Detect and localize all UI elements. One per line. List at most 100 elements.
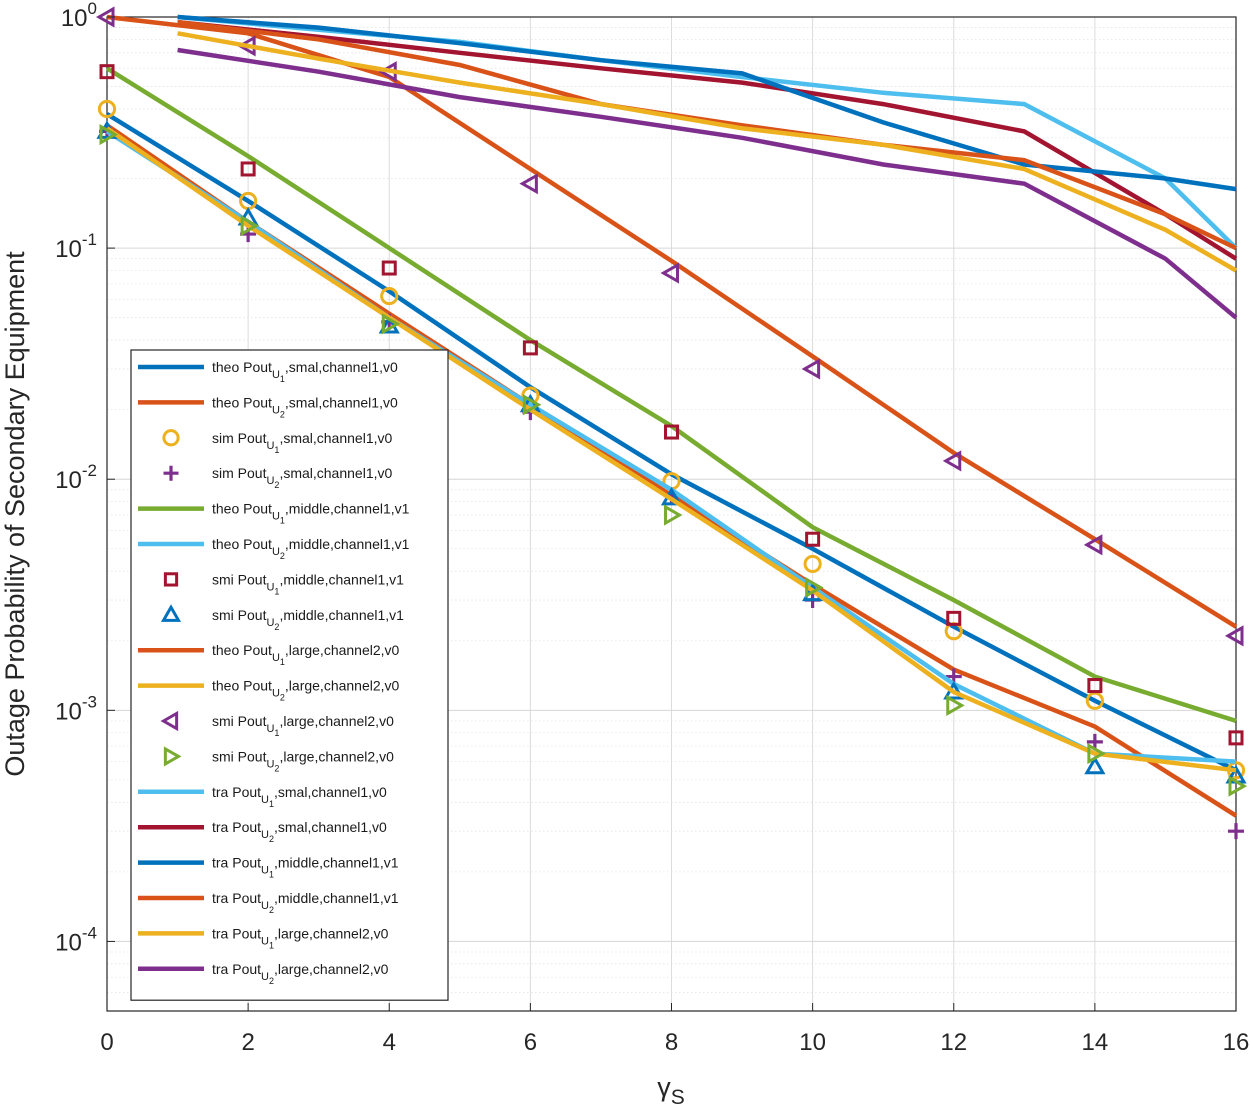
series-line (177, 31, 1238, 273)
data-point-triangle-left (160, 710, 179, 732)
data-point-square (1228, 730, 1244, 746)
data-point-square (99, 64, 115, 80)
data-point-circle (803, 554, 822, 574)
legend-entry: sim PoutU1,smal,channel1,v0 (162, 429, 392, 455)
legend-label: theo PoutU1,large,channel2,v0 (212, 642, 400, 667)
data-point-triangle-right (1087, 742, 1106, 765)
series-18 (177, 47, 1238, 320)
legend-label: sim PoutU1,smal,channel1,v0 (212, 430, 392, 455)
data-point-plus (163, 465, 179, 481)
tick-labels: 0 2 4 6 8 10 12 14 16 100 10-1 10-2 10-3 10-4 (55, 0, 1249, 1056)
legend-entry: theo PoutU2,large,channel2,v0 (138, 678, 400, 703)
series-line (177, 19, 1237, 251)
legend-label: theo PoutU2,smal,channel1,v0 (212, 394, 398, 419)
legend-entry: smi PoutU1,middle,channel1,v1 (163, 571, 404, 596)
x-tick-label: 2 (241, 1029, 254, 1056)
data-point-triangle-right (99, 123, 119, 146)
series-layer (95, 6, 1248, 840)
series-line (105, 126, 1237, 773)
series-14 (177, 19, 1238, 261)
legend-label: smi PoutU1,middle,channel1,v1 (212, 571, 404, 596)
data-point-triangle-left (1224, 625, 1244, 647)
legend-label: smi PoutU2,large,channel2,v0 (212, 748, 394, 773)
series-7 (99, 64, 1244, 746)
legend-entry: tra PoutU1,middle,channel1,v1 (138, 855, 399, 880)
data-point-square (163, 572, 179, 587)
data-point-triangle-right (522, 394, 542, 416)
legend-label: theo PoutU1,smal,channel1,v0 (212, 359, 398, 384)
y-tick-label: 10-2 (55, 461, 97, 494)
legend-label: tra PoutU2,smal,channel1,v0 (212, 819, 387, 844)
data-point-triangle-left (1083, 534, 1103, 556)
legend-label: tra PoutU2,large,channel2,v0 (212, 961, 389, 986)
series-line (177, 14, 1237, 192)
legend-label: theo PoutU2,middle,channel1,v1 (212, 536, 410, 561)
data-point-triangle-right (240, 215, 260, 237)
legend-entry: tra PoutU2,large,channel2,v0 (138, 961, 389, 986)
legend-box (130, 349, 449, 1001)
data-point-triangle-left (801, 358, 821, 380)
legend-entry: tra PoutU1,large,channel2,v0 (138, 925, 389, 950)
legend-label: tra PoutU1,middle,channel1,v1 (212, 855, 399, 880)
x-axis-label: γS (657, 1072, 685, 1109)
legend-label: tra PoutU1,large,channel2,v0 (212, 925, 389, 950)
legend-label: tra PoutU2,middle,channel1,v1 (212, 890, 399, 915)
legend-label: smi PoutU2,middle,channel1,v1 (212, 607, 404, 632)
data-point-triangle-right (946, 694, 965, 717)
series-9 (106, 14, 1238, 629)
data-point-square (805, 531, 821, 547)
legend-label: theo PoutU1,middle,channel1,v1 (212, 501, 410, 526)
y-tick-label: 10-4 (55, 923, 97, 956)
data-point-triangle-up (160, 604, 182, 622)
legend-entry: theo PoutU2,middle,channel1,v1 (138, 536, 410, 561)
legend-entry: smi PoutU1,large,channel2,v0 (160, 710, 394, 738)
legend-label: theo PoutU2,large,channel2,v0 (212, 678, 400, 703)
data-point-circle (380, 286, 399, 306)
series-line (106, 14, 1238, 629)
x-tick-label: 10 (799, 1029, 826, 1056)
data-point-plus (1228, 823, 1244, 840)
legend-entry: theo PoutU1,middle,channel1,v1 (138, 501, 410, 526)
y-tick-label: 10-3 (55, 692, 97, 725)
series-16 (177, 19, 1237, 251)
data-point-circle (97, 99, 117, 119)
legend-entry: tra PoutU2,smal,channel1,v0 (138, 819, 387, 844)
legend-entry: tra PoutU1,smal,channel1,v0 (138, 784, 387, 809)
data-point-circle (1085, 691, 1104, 710)
data-point-triangle-right (381, 313, 401, 335)
x-tick-label: 16 (1223, 1029, 1250, 1056)
data-point-square (664, 424, 679, 440)
x-tick-label: 6 (524, 1029, 537, 1056)
data-point-square (381, 260, 397, 276)
legend-entry: sim PoutU2,smal,channel1,v0 (163, 465, 392, 490)
x-tick-label: 12 (940, 1029, 967, 1056)
data-point-triangle-right (805, 576, 824, 599)
legend-entry: tra PoutU2,middle,channel1,v1 (138, 890, 399, 915)
data-point-plus (1086, 733, 1103, 750)
data-point-triangle-up (1084, 755, 1106, 775)
legend-entry: smi PoutU2,large,channel2,v0 (163, 746, 394, 773)
data-point-triangle-left (942, 450, 962, 472)
data-point-triangle-right (664, 504, 683, 526)
data-point-square (522, 340, 538, 356)
legend-label: sim PoutU2,smal,channel1,v0 (212, 465, 392, 490)
series-15 (177, 14, 1237, 192)
y-axis-label: Outage Probability of Secondary Equipmen… (0, 251, 30, 777)
data-point-triangle-right (1228, 775, 1248, 797)
data-point-square (1087, 678, 1103, 694)
data-point-triangle-left (519, 173, 538, 195)
series-line (177, 19, 1238, 261)
x-tick-label: 0 (100, 1029, 113, 1056)
legend-entry: theo PoutU2,smal,channel1,v0 (138, 394, 398, 419)
series-line (177, 47, 1238, 320)
x-tick-label: 14 (1082, 1029, 1109, 1056)
series-17 (177, 31, 1238, 273)
data-point-triangle-right (163, 746, 182, 767)
legend-label: smi PoutU1,large,channel2,v0 (212, 713, 394, 738)
series-10 (105, 126, 1237, 773)
data-point-square (240, 161, 256, 177)
y-tick-label: 10-1 (55, 230, 97, 263)
y-tick-label: 100 (61, 0, 97, 32)
series-12 (99, 123, 1248, 797)
